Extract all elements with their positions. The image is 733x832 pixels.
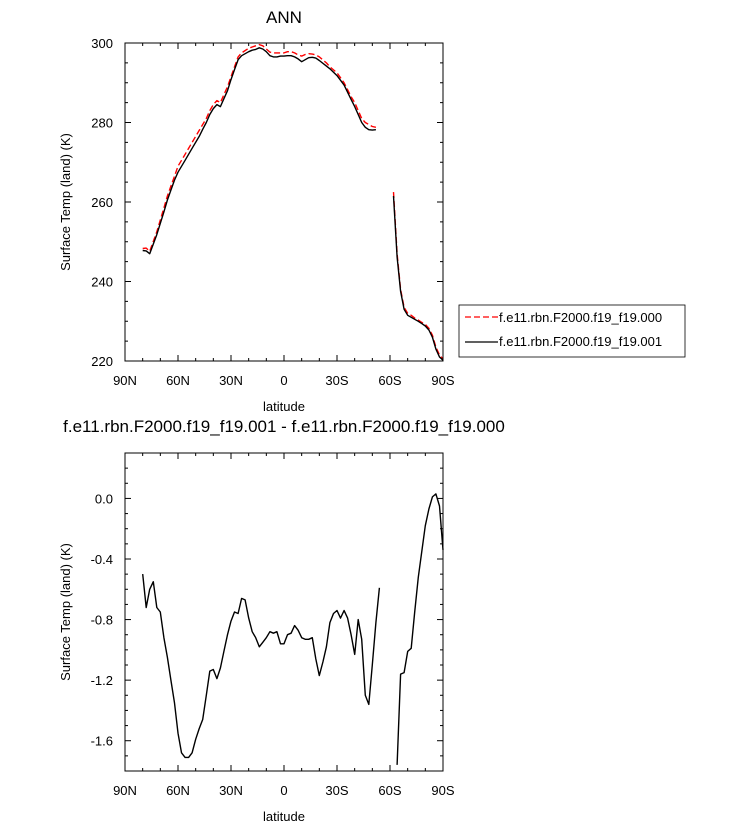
legend-label-series-0: f.e11.rbn.F2000.f19_f19.000	[499, 310, 662, 325]
y-tick-label: 0.0	[95, 491, 113, 506]
y-tick-label: -1.6	[91, 734, 113, 749]
y-axis-label: Surface Temp (land) (K)	[58, 133, 73, 271]
x-tick-label: 30N	[219, 373, 243, 388]
legend-label-series-1: f.e11.rbn.F2000.f19_f19.001	[499, 334, 662, 349]
x-tick-label: 60S	[378, 783, 401, 798]
x-tick-label: 90N	[113, 373, 137, 388]
x-tick-label: 30N	[219, 783, 243, 798]
series-1-line-segment-1	[392, 195, 444, 361]
difference-panel: f.e11.rbn.F2000.f19_f19.001 - f.e11.rbn.…	[58, 417, 505, 824]
plot-frame	[124, 452, 444, 772]
y-tick-label: 220	[91, 354, 113, 369]
legend: f.e11.rbn.F2000.f19_f19.000 f.e11.rbn.F2…	[458, 304, 686, 358]
legend-box	[458, 304, 686, 358]
y-tick-label: -0.4	[91, 552, 113, 567]
series-0-line-segment-0	[142, 43, 377, 253]
x-tick-label: 30S	[325, 373, 348, 388]
y-tick-label: 280	[91, 116, 113, 131]
series-layer	[142, 493, 444, 765]
y-tick-label: -1.2	[91, 673, 113, 688]
chart-title: f.e11.rbn.F2000.f19_f19.001 - f.e11.rbn.…	[63, 417, 505, 436]
x-tick-label: 90S	[431, 783, 454, 798]
ticks-layer: 90N 60N 30N 0 30S 60S 90S -1.6 -1.2 -0.8 -0.4 0.0	[91, 452, 455, 798]
x-tick-label: 30S	[325, 783, 348, 798]
x-axis-label: latitude	[263, 399, 305, 414]
series-1-line-segment-0	[142, 47, 376, 255]
y-tick-label: -0.8	[91, 613, 113, 628]
x-tick-label: 60S	[378, 373, 401, 388]
surface-temp-panel: ANN Surface Temp (land) (K) latitude 90N…	[58, 8, 686, 414]
series-0-line-segment-1	[392, 192, 444, 360]
chart-title: ANN	[266, 8, 302, 27]
series-0-line-segment-0	[142, 574, 381, 759]
x-tick-label: 90N	[113, 783, 137, 798]
x-axis-label: latitude	[263, 809, 305, 824]
y-tick-label: 260	[91, 195, 113, 210]
series-layer	[142, 43, 444, 361]
x-tick-label: 0	[280, 373, 287, 388]
y-tick-label: 240	[91, 275, 113, 290]
x-tick-label: 60N	[166, 783, 190, 798]
plot-frame	[124, 42, 444, 362]
y-axis-label: Surface Temp (land) (K)	[58, 543, 73, 681]
x-tick-label: 60N	[166, 373, 190, 388]
x-tick-label: 0	[280, 783, 287, 798]
ticks-layer: 90N 60N 30N 0 30S 60S 90S 220 240 260 280 300	[91, 36, 455, 388]
series-0-line-segment-1	[396, 493, 444, 765]
y-tick-label: 300	[91, 36, 113, 51]
x-tick-label: 90S	[431, 373, 454, 388]
